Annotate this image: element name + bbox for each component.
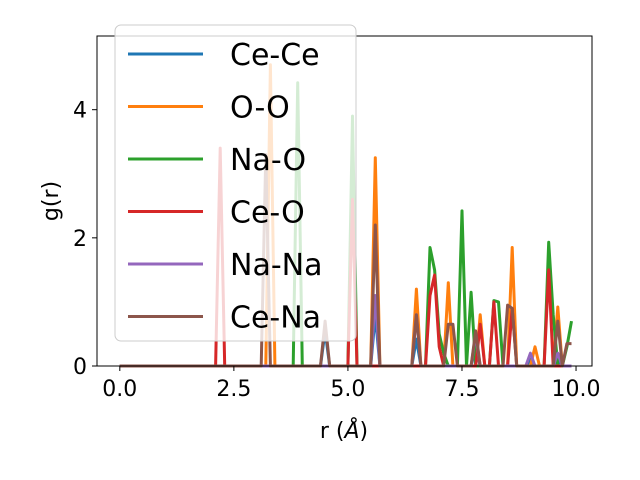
legend-label-ce-o: Ce-O bbox=[230, 196, 305, 231]
legend-label-na-na: Na-Na bbox=[230, 248, 322, 283]
legend-label-o-o: O-O bbox=[230, 91, 290, 126]
legend-label-ce-ce: Ce-Ce bbox=[230, 38, 320, 73]
legend-label-na-o: Na-O bbox=[230, 143, 306, 178]
y-tick-label: 2 bbox=[73, 227, 87, 252]
x-axis-label: r (Å) bbox=[320, 417, 368, 444]
y-ticks: 0 2 4 bbox=[73, 99, 97, 380]
x-ticks: 0.0 2.5 5.0 7.5 10.0 bbox=[102, 366, 601, 402]
legend-frame bbox=[114, 24, 357, 342]
x-tick-label: 2.5 bbox=[216, 377, 251, 402]
x-tick-label: 10.0 bbox=[552, 377, 601, 402]
x-tick-label: 7.5 bbox=[444, 377, 479, 402]
legend: Ce-Ce O-O Na-O Ce-O Na-Na Ce-Na bbox=[114, 24, 357, 342]
x-tick-label: 5.0 bbox=[330, 377, 365, 402]
x-tick-label: 0.0 bbox=[102, 377, 137, 402]
legend-label-ce-na: Ce-Na bbox=[230, 301, 321, 336]
y-tick-label: 0 bbox=[73, 355, 87, 380]
y-axis-label: g(r) bbox=[39, 181, 64, 221]
y-tick-label: 4 bbox=[73, 99, 87, 124]
